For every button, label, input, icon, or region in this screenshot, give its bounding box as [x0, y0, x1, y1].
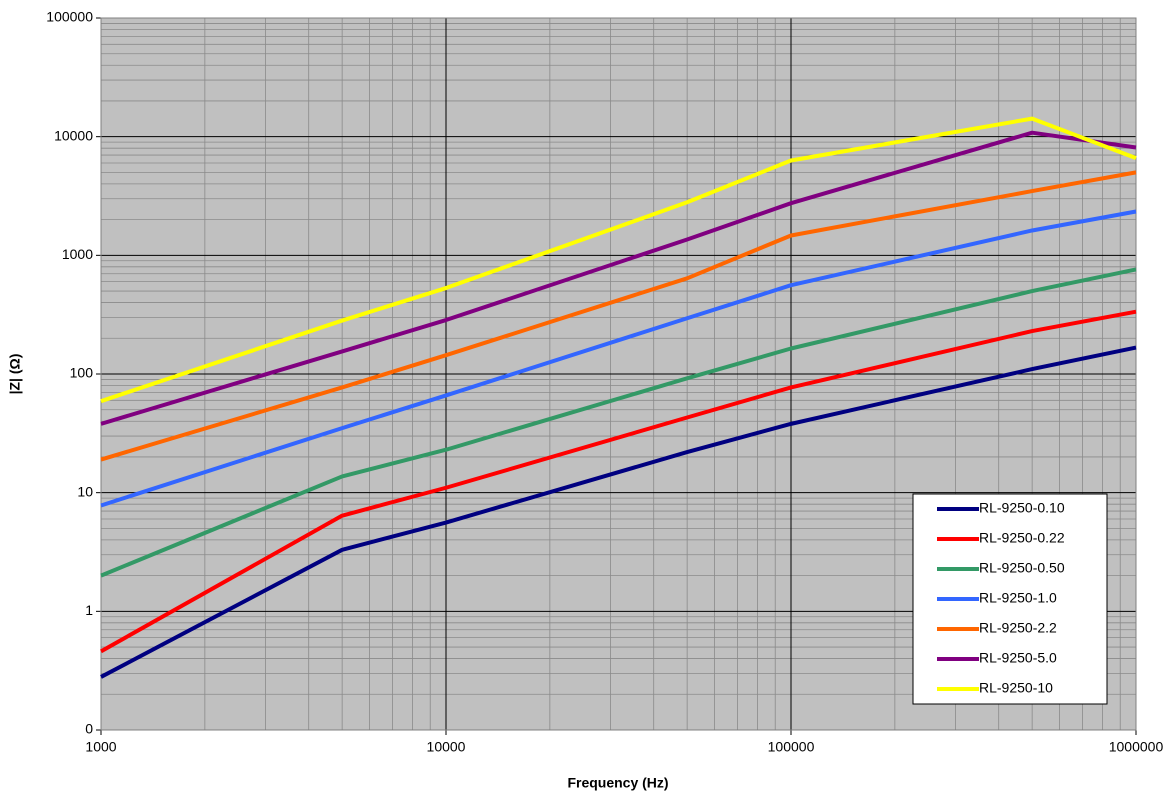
y-tick-label: 1: [85, 602, 93, 618]
series-line: [100, 209, 1137, 508]
legend-label: RL-9250-0.50: [979, 560, 1065, 576]
series-line: [100, 267, 1137, 578]
series-line: [100, 309, 1137, 654]
series-line: [100, 116, 1137, 404]
y-tick-label: 1000: [62, 246, 93, 262]
legend-label: RL-9250-0.22: [979, 530, 1065, 546]
legend-label: RL-9250-10: [979, 680, 1053, 696]
plot-frame: [100, 17, 1137, 731]
y-tick-label: 100000: [46, 9, 93, 25]
x-tick-label: 10000: [427, 739, 466, 755]
y-tick-label: 100: [70, 365, 94, 381]
legend-label: RL-9250-5.0: [979, 650, 1057, 666]
y-axis-title: |Z| (Ω): [7, 354, 23, 395]
legend-label: RL-9250-0.10: [979, 500, 1065, 516]
x-tick-label: 1000: [85, 739, 116, 755]
series-line: [100, 345, 1137, 679]
legend-label: RL-9250-1.0: [979, 590, 1057, 606]
y-tick-label: 0: [85, 721, 93, 737]
series-line: [100, 170, 1137, 462]
x-axis-title: Frequency (Hz): [567, 775, 668, 791]
y-tick-label: 10: [77, 483, 93, 499]
legend-label: RL-9250-2.2: [979, 620, 1057, 636]
series-line: [100, 130, 1137, 426]
y-tick-label: 10000: [54, 127, 93, 143]
x-tick-label: 100000: [768, 739, 815, 755]
x-tick-label: 1000000: [1109, 739, 1164, 755]
